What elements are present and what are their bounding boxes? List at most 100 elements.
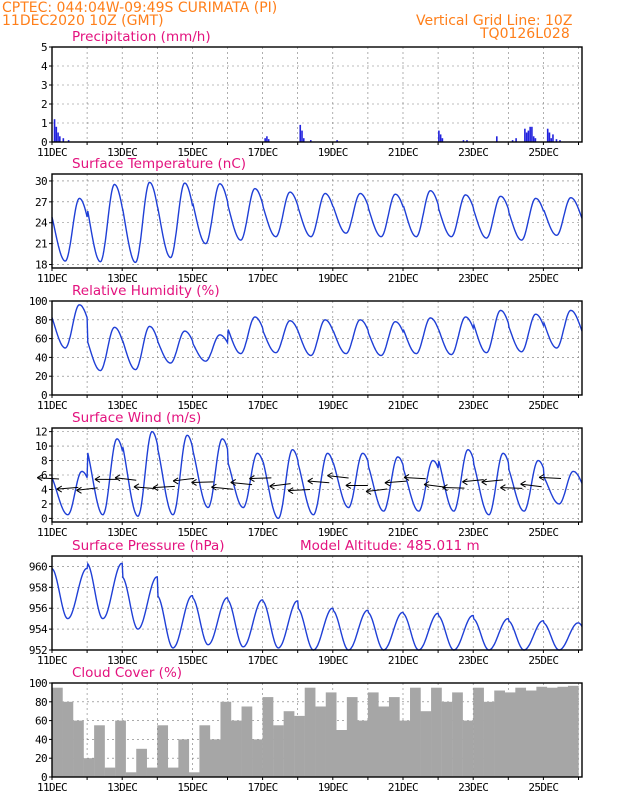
humidity-title: Relative Humidity (%)	[72, 283, 220, 299]
cloud-cover-bar	[115, 720, 126, 777]
wind-vector	[37, 477, 60, 480]
cloud-cover-bar	[146, 767, 158, 777]
precipitation-bar	[531, 126, 533, 142]
wind-vector-head	[538, 473, 545, 481]
wind-xtick-label: 21DEC	[388, 526, 418, 539]
wind-vector	[327, 475, 349, 479]
humidity-ytick-label: 80	[35, 314, 47, 327]
wind-vector-head	[211, 483, 217, 491]
pressure-xtick-label: 17DEC	[248, 654, 278, 667]
precipitation-bar	[55, 126, 58, 142]
wind-vector-head	[500, 484, 506, 492]
wind-vector-head	[249, 475, 255, 482]
cloud-cover-bar	[462, 720, 474, 777]
precipitation-frame	[51, 46, 583, 143]
precipitation-xtick-label: 13DEC	[107, 146, 137, 159]
wind-vector	[230, 481, 253, 486]
precipitation-bar	[534, 138, 537, 142]
cloud-cover-title: Cloud Cover (%)	[72, 665, 182, 681]
wind-frame	[51, 427, 583, 523]
model-altitude-label: Model Altitude: 485.011 m	[300, 538, 480, 554]
precipitation-bar	[267, 139, 270, 142]
wind-vector	[153, 485, 175, 489]
wind-vector	[191, 481, 214, 483]
precipitation-bar	[266, 136, 268, 142]
header-grid-note: Vertical Grid Line: 10Z	[416, 13, 572, 29]
cloud-cover-bar	[557, 686, 569, 777]
wind-ytick-label: 2	[41, 498, 47, 511]
cloud-cover-bar	[220, 701, 232, 777]
humidity-xtick-label: 15DEC	[177, 399, 207, 412]
wind-vector-head	[365, 488, 372, 495]
precipitation-panel: Precipitation (mm/h) 0 1 2 3 4 5 11DEC 13DEC 15D…	[37, 29, 583, 159]
cloud-cover-bar	[315, 706, 326, 777]
wind-ytick-label: 12	[35, 426, 47, 439]
wind-vector	[288, 488, 311, 492]
cloud-cover-bar	[399, 720, 411, 777]
humidity-ytick-label: 60	[35, 333, 47, 346]
precipitation-bar	[438, 130, 440, 142]
wind-vector	[133, 486, 156, 490]
precipitation-bar	[309, 140, 312, 142]
temperature-line	[51, 181, 583, 264]
cloud-cover-bar	[536, 686, 548, 777]
wind-ytick-label: 4	[41, 483, 48, 496]
temperature-xtick-label: 11DEC	[37, 272, 67, 285]
precipitation-bar	[548, 132, 551, 142]
cloud-cover-bar	[367, 692, 379, 777]
wind-vector	[500, 487, 523, 489]
wind-vector-head	[327, 472, 333, 480]
precipitation-ytick-label: 1	[41, 117, 47, 130]
cloud-ytick-label: 0	[41, 771, 47, 784]
precipitation-bar	[53, 119, 56, 142]
cloud-cover-bar	[167, 767, 179, 777]
precipitation-xtick-label: 25DEC	[528, 146, 558, 159]
cloud-ytick-label: 20	[35, 752, 47, 765]
humidity-xtick-label: 23DEC	[458, 399, 488, 412]
precipitation-bar	[496, 136, 498, 142]
temperature-xtick-label: 15DEC	[177, 272, 207, 285]
cloud-cover-bar	[494, 690, 505, 777]
pressure-title: Surface Pressure (hPa)	[72, 538, 225, 554]
wind-vector-head	[172, 477, 179, 485]
wind-xtick-label: 23DEC	[458, 526, 488, 539]
precipitation-bar	[301, 130, 303, 142]
precipitation-bar	[524, 128, 526, 142]
precipitation-bar	[555, 139, 558, 142]
humidity-ytick-label: 100	[29, 295, 47, 308]
pressure-xtick-label: 21DEC	[388, 654, 418, 667]
temperature-panel: Surface Temperature (nC) 18 21 24 27 30 11DEC…	[35, 156, 583, 285]
wind-vector	[249, 477, 272, 480]
humidity-ytick-label: 40	[35, 351, 47, 364]
wind-vector-head	[287, 487, 294, 495]
cloud-xtick-label: 19DEC	[318, 781, 348, 794]
cloud-cover-bar	[420, 711, 432, 777]
precipitation-xtick-label: 21DEC	[388, 146, 418, 159]
wind-vector-head	[76, 486, 82, 494]
wind-xtick-label: 19DEC	[318, 526, 348, 539]
cloud-xtick-label: 23DEC	[458, 781, 488, 794]
precipitation-ytick-label: 3	[41, 79, 47, 92]
pressure-xtick-label: 19DEC	[318, 654, 348, 667]
wind-xtick-label: 17DEC	[248, 526, 278, 539]
cloud-cover-bar	[73, 720, 84, 777]
pressure-xtick-label: 23DEC	[458, 654, 488, 667]
temperature-xtick-label: 23DEC	[458, 272, 488, 285]
cloud-cover-bar	[94, 725, 105, 777]
wind-vector	[115, 477, 137, 481]
cloud-cover-bar	[388, 697, 400, 777]
wind-vector	[442, 487, 465, 489]
temperature-xtick-label: 17DEC	[248, 272, 278, 285]
temperature-xtick-label: 13DEC	[107, 272, 137, 285]
cloud-cover-bar	[231, 720, 242, 777]
wind-vector	[366, 488, 388, 492]
precipitation-bar	[515, 138, 517, 142]
cloud-cover-bar	[441, 701, 453, 777]
humidity-ytick-label: 20	[35, 370, 47, 383]
pressure-ytick-label: 958	[29, 581, 47, 594]
precipitation-xtick-label: 11DEC	[37, 146, 67, 159]
humidity-line	[51, 304, 583, 372]
humidity-xtick-label: 19DEC	[318, 399, 348, 412]
